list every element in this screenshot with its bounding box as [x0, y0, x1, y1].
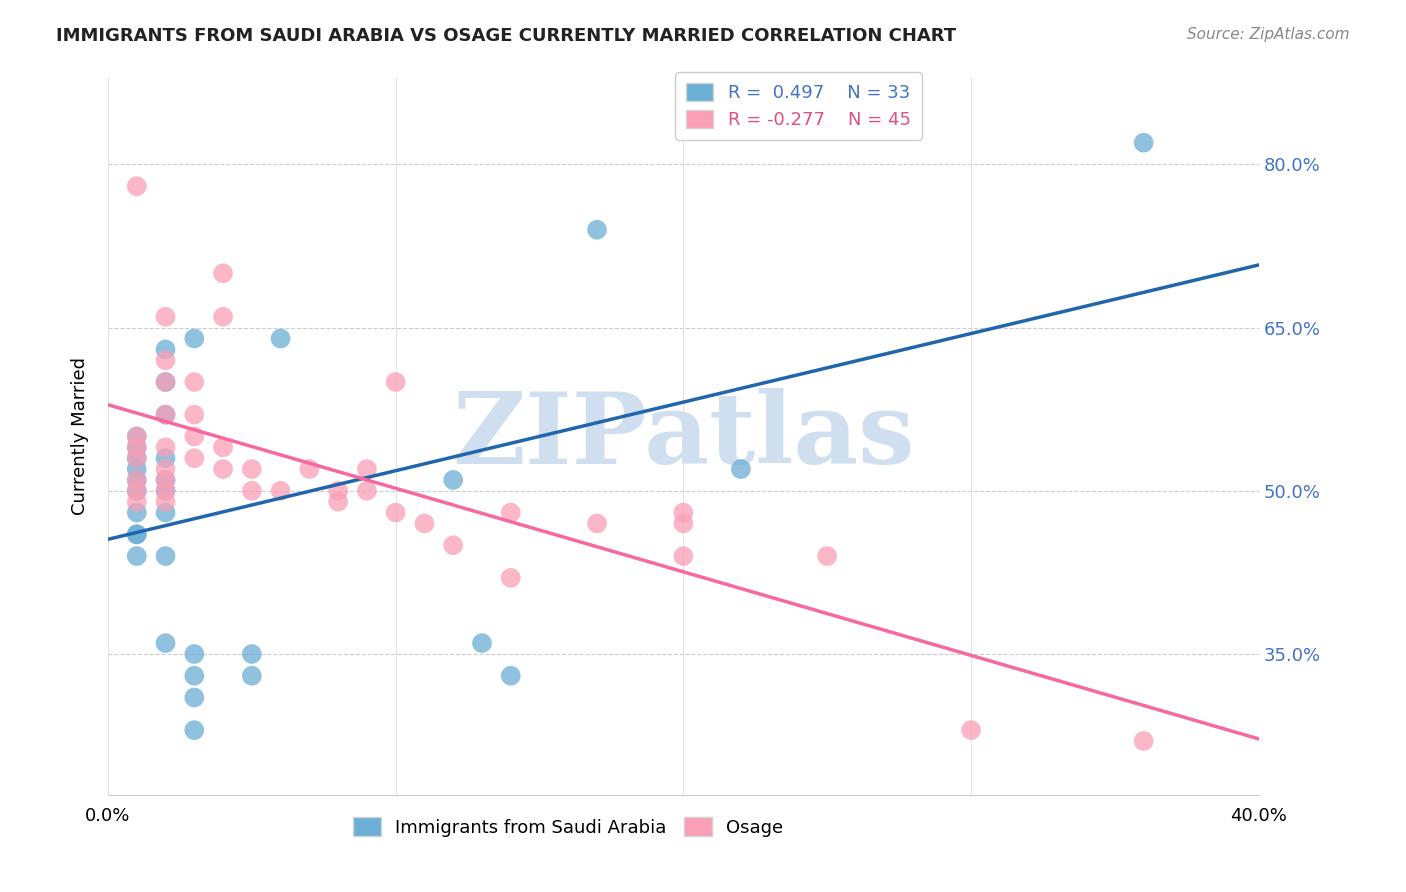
Point: [356, 483, 378, 498]
Point: [125, 429, 148, 443]
Point: [155, 636, 177, 650]
Point: [155, 375, 177, 389]
Point: [1132, 734, 1154, 748]
Point: [125, 549, 148, 563]
Point: [125, 429, 148, 443]
Point: [125, 494, 148, 508]
Point: [155, 440, 177, 454]
Point: [212, 266, 235, 280]
Point: [125, 483, 148, 498]
Point: [183, 669, 205, 683]
Point: [155, 451, 177, 466]
Point: [499, 669, 522, 683]
Point: [384, 506, 406, 520]
Point: [240, 462, 263, 476]
Point: [815, 549, 838, 563]
Point: [672, 506, 695, 520]
Point: [586, 516, 609, 531]
Point: [155, 375, 177, 389]
Point: [183, 375, 205, 389]
Point: [586, 223, 609, 237]
Point: [960, 723, 983, 738]
Y-axis label: Currently Married: Currently Married: [72, 358, 89, 516]
Point: [298, 462, 321, 476]
Point: [183, 723, 205, 738]
Point: [155, 483, 177, 498]
Point: [326, 494, 349, 508]
Point: [125, 506, 148, 520]
Point: [125, 451, 148, 466]
Point: [125, 440, 148, 454]
Point: [499, 506, 522, 520]
Point: [155, 473, 177, 487]
Point: [155, 343, 177, 357]
Point: [125, 527, 148, 541]
Point: [125, 179, 148, 194]
Text: Source: ZipAtlas.com: Source: ZipAtlas.com: [1187, 27, 1350, 42]
Point: [672, 549, 695, 563]
Point: [155, 549, 177, 563]
Point: [125, 473, 148, 487]
Point: [155, 506, 177, 520]
Point: [384, 375, 406, 389]
Point: [240, 669, 263, 683]
Point: [672, 516, 695, 531]
Text: IMMIGRANTS FROM SAUDI ARABIA VS OSAGE CURRENTLY MARRIED CORRELATION CHART: IMMIGRANTS FROM SAUDI ARABIA VS OSAGE CU…: [56, 27, 956, 45]
Point: [183, 451, 205, 466]
Point: [125, 451, 148, 466]
Point: [125, 483, 148, 498]
Point: [155, 462, 177, 476]
Point: [155, 473, 177, 487]
Point: [125, 462, 148, 476]
Point: [356, 462, 378, 476]
Point: [326, 483, 349, 498]
Point: [125, 473, 148, 487]
Point: [499, 571, 522, 585]
Point: [183, 332, 205, 346]
Legend: Immigrants from Saudi Arabia, Osage: Immigrants from Saudi Arabia, Osage: [346, 810, 790, 844]
Point: [441, 538, 464, 552]
Point: [270, 483, 292, 498]
Point: [240, 483, 263, 498]
Point: [183, 647, 205, 661]
Point: [730, 462, 752, 476]
Point: [155, 408, 177, 422]
Point: [1132, 136, 1154, 150]
Point: [183, 690, 205, 705]
Point: [155, 483, 177, 498]
Point: [471, 636, 494, 650]
Point: [125, 440, 148, 454]
Point: [183, 429, 205, 443]
Point: [212, 310, 235, 324]
Point: [155, 310, 177, 324]
Point: [441, 473, 464, 487]
Point: [212, 462, 235, 476]
Text: ZIPatlas: ZIPatlas: [453, 388, 914, 485]
Point: [413, 516, 436, 531]
Point: [270, 332, 292, 346]
Point: [155, 353, 177, 368]
Point: [155, 494, 177, 508]
Point: [125, 527, 148, 541]
Point: [212, 440, 235, 454]
Point: [155, 408, 177, 422]
Point: [183, 408, 205, 422]
Point: [240, 647, 263, 661]
